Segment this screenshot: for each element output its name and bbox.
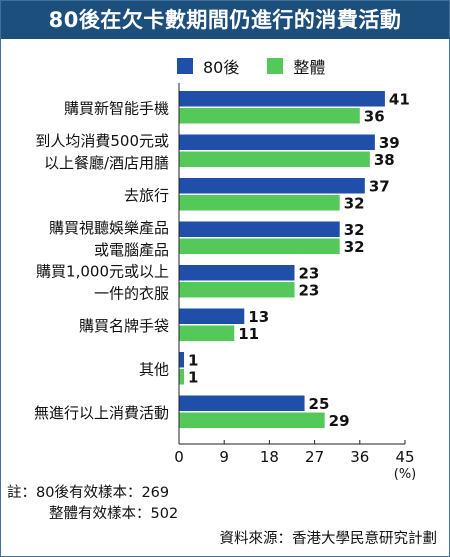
category-label: 購買1,000元或以上 — [36, 262, 169, 280]
legend-label-overall: 整體 — [293, 58, 326, 77]
legend-swatch-overall — [267, 58, 284, 74]
legend-label-80s: 80後 — [203, 58, 240, 77]
bar-overall — [179, 369, 185, 385]
bar-overall — [179, 325, 235, 341]
bar-80s — [179, 395, 305, 411]
bar-80s — [179, 91, 385, 107]
bar-80s — [179, 134, 375, 150]
data-label: 38 — [374, 151, 395, 169]
data-label: 11 — [238, 325, 259, 343]
bar-80s — [179, 308, 245, 324]
data-label: 1 — [188, 369, 198, 387]
category-label: 購買名牌手袋 — [79, 317, 169, 335]
x-tick-label: 27 — [305, 448, 324, 466]
note-sample-80s: 80後有效樣本：269 — [36, 485, 170, 501]
note-sample-overall: 整體有效樣本：502 — [49, 506, 179, 522]
legend-item-overall: 整體 — [267, 54, 325, 78]
data-label: 13 — [248, 308, 269, 326]
data-label: 23 — [299, 265, 320, 283]
category-label: 到人均消費500元或 — [35, 132, 169, 150]
legend-item-80s: 80後 — [177, 54, 239, 78]
chart-title: 80後在欠卡數期間仍進行的消費活動 — [1, 1, 449, 39]
category-label: 無進行以上消費活動 — [34, 404, 169, 422]
data-label: 29 — [329, 412, 350, 430]
data-label: 41 — [389, 91, 410, 109]
bar-overall — [179, 195, 340, 211]
category-label: 去旅行 — [124, 186, 169, 204]
data-label: 37 — [369, 178, 390, 196]
x-tick-label: 0 — [174, 448, 184, 466]
legend: 80後 整體 — [177, 54, 353, 78]
x-tick-label: 9 — [219, 448, 229, 466]
source-note: 資料來源：香港大學民意研究計劃 — [219, 531, 438, 547]
legend-swatch-80s — [177, 58, 193, 74]
x-tick-label: 45 — [395, 448, 414, 466]
x-axis-unit: (%) — [394, 467, 417, 481]
data-label: 32 — [344, 195, 365, 213]
bar-80s — [179, 265, 295, 281]
data-label: 23 — [299, 282, 320, 300]
bar-80s — [179, 178, 365, 194]
bar-overall — [179, 412, 325, 428]
category-label: 購買新智能手機 — [64, 99, 169, 117]
data-label: 32 — [344, 221, 365, 239]
x-tick-label: 36 — [350, 448, 369, 466]
category-label: 其他 — [139, 360, 169, 378]
data-label: 1 — [188, 352, 198, 370]
bar-80s — [179, 352, 185, 368]
notes: 註：80後有效樣本：269 整體有效樣本：502 — [7, 483, 178, 525]
bar-overall — [179, 238, 340, 254]
category-label: 以上餐廳/酒店用膳 — [44, 154, 169, 172]
bar-overall — [179, 282, 295, 298]
data-label: 32 — [344, 238, 365, 256]
category-label: 或電腦產品 — [94, 241, 169, 259]
bar-overall — [179, 108, 360, 124]
x-tick-label: 18 — [260, 448, 279, 466]
category-label: 一件的衣服 — [94, 284, 169, 302]
data-label: 25 — [309, 395, 330, 413]
bar-overall — [179, 151, 370, 167]
bar-80s — [179, 221, 340, 237]
data-label: 36 — [364, 108, 385, 126]
data-label: 39 — [379, 134, 400, 152]
category-label: 購買視聽娛樂產品 — [49, 219, 169, 237]
notes-prefix: 註： — [7, 485, 36, 501]
